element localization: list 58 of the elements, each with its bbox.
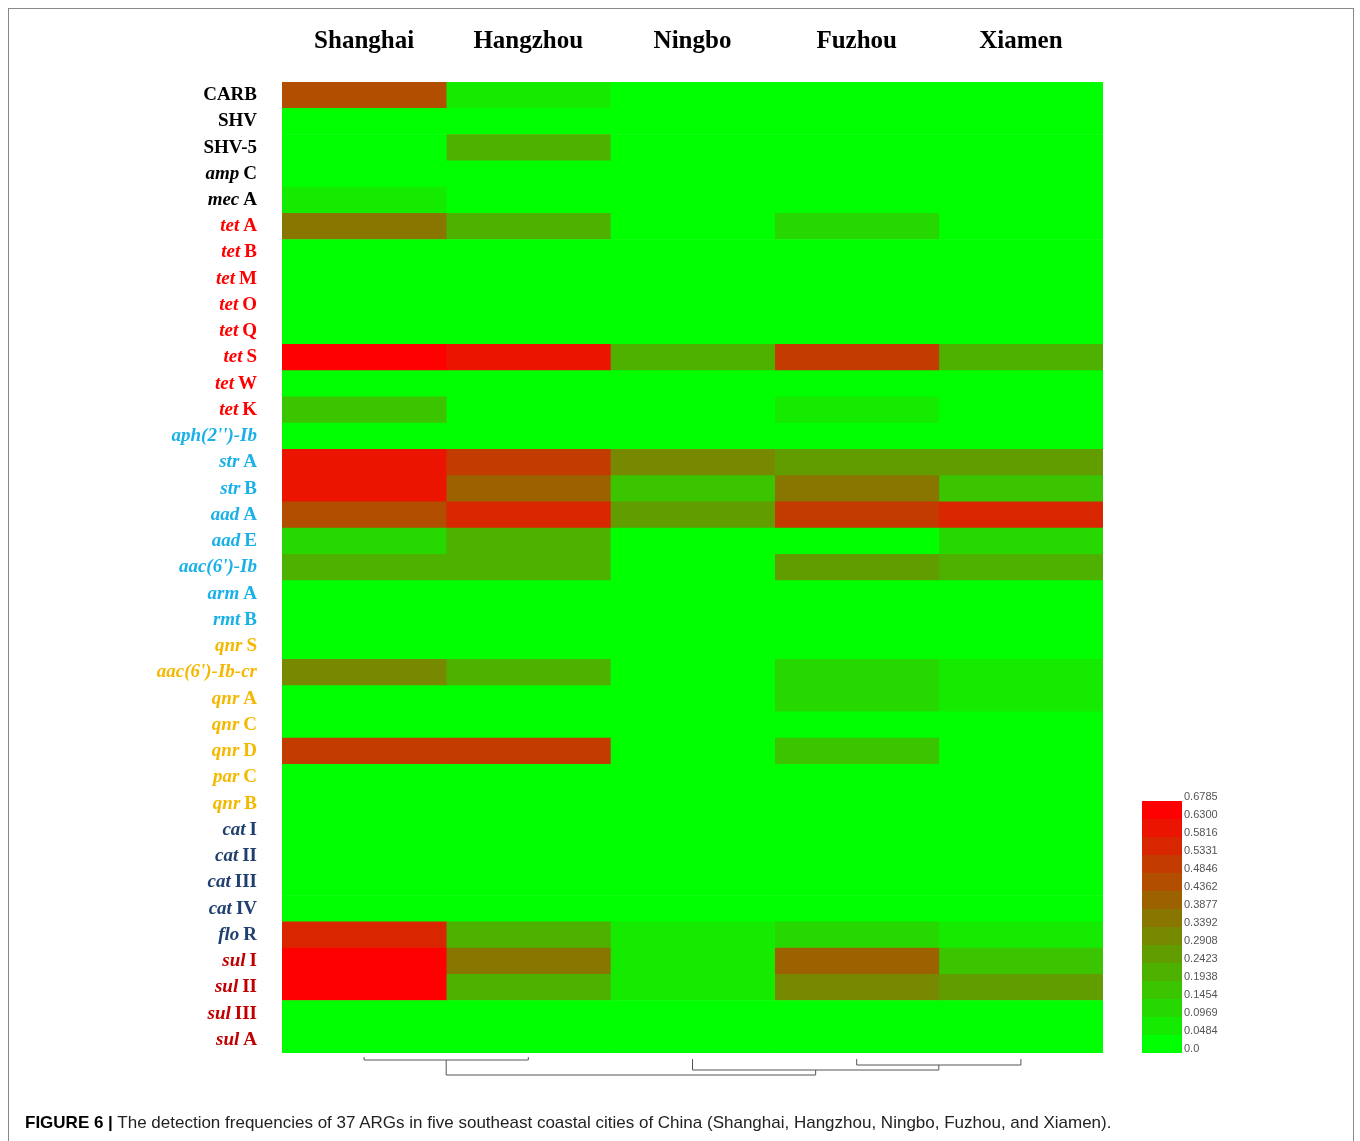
y-tick-label: par C [210,765,258,787]
y-tick-label: rmt B [212,607,258,629]
y-tick-label: cat IV [208,896,258,918]
y-tick-label: aac(6')-Ib [178,555,258,578]
color-bar-label: 0.4846 [1184,862,1218,875]
y-tick-label: sul A [215,1027,258,1049]
y-tick-label: tet S [223,345,258,367]
x-tick-label: Ningbo [653,26,732,54]
y-tick-label: SHV-5 [203,135,257,157]
y-tick-label: aad A [210,502,258,524]
y-tick-label: qnr S [214,634,258,656]
color-bar-label: 0.5816 [1184,826,1218,839]
y-tick-label: SHV [217,109,258,131]
y-tick-label: tet A [220,214,258,236]
x-tick-label: Fuzhou [816,26,898,54]
color-bar-label: 0.0484 [1184,1024,1218,1037]
y-tick-label: sul III [206,1001,258,1023]
color-bar-label: 0.1938 [1184,970,1218,983]
y-tick-label: cat III [207,870,258,892]
y-tick-label: aac(6')-Ib-cr [156,660,258,683]
y-tick-label: cat I [222,817,258,839]
y-tick-label: qnr A [211,686,258,708]
y-tick-label: str A [218,450,258,472]
y-tick-label: str B [219,476,258,498]
y-tick-label: qnr B [212,791,258,813]
y-tick-label: tet Q [219,319,257,341]
y-tick-label: tet W [215,371,257,393]
y-tick-label: sul I [221,949,258,971]
x-tick-label: Hangzhou [473,26,584,54]
y-tick-label: arm A [207,581,258,603]
color-bar-label: 0.2423 [1184,952,1218,965]
y-tick-label: aad E [211,529,258,551]
y-tick-label: mec A [207,188,258,209]
y-tick-label: sul II [213,975,258,997]
x-tick-label: Xiamen [979,26,1063,54]
y-tick-label: tet K [219,397,258,419]
x-tick-label: Shanghai [314,26,415,54]
y-tick-label: qnr C [211,712,258,734]
y-tick-label: tet M [216,266,258,288]
color-bar-label: 0.5331 [1184,844,1218,857]
y-tick-label: tet B [221,240,258,262]
color-bar-label: 0.3877 [1184,898,1218,911]
color-bar-label: 0.6300 [1184,808,1218,821]
color-bar-label: 0.2908 [1184,934,1218,947]
y-tick-label: cat II [215,844,258,866]
color-bar-label: 0.1454 [1184,988,1218,1001]
y-tick-label: flo R [218,922,258,944]
color-bar-label: 0.4362 [1184,880,1218,893]
color-bar-label: 0.3392 [1184,916,1218,929]
y-tick-label: tet O [219,292,257,314]
y-tick-label: CARB [203,83,258,105]
y-tick-label: qnr D [211,739,258,761]
color-bar-label: 0.6785 [1184,790,1218,803]
caption: FIGURE 6 | The detection frequencies of 37 ARGs in five southeast coastal cities of China (Shanghai, Hangzhou, Ningbo, Fuzhou, and Xiamen). [25,1113,1112,1133]
color-bar-label: 0.0969 [1184,1006,1218,1019]
y-tick-label: amp C [205,161,258,183]
color-bar-label: 0.0 [1184,1042,1200,1055]
y-tick-label: aph(2'')-Ib [171,424,257,447]
